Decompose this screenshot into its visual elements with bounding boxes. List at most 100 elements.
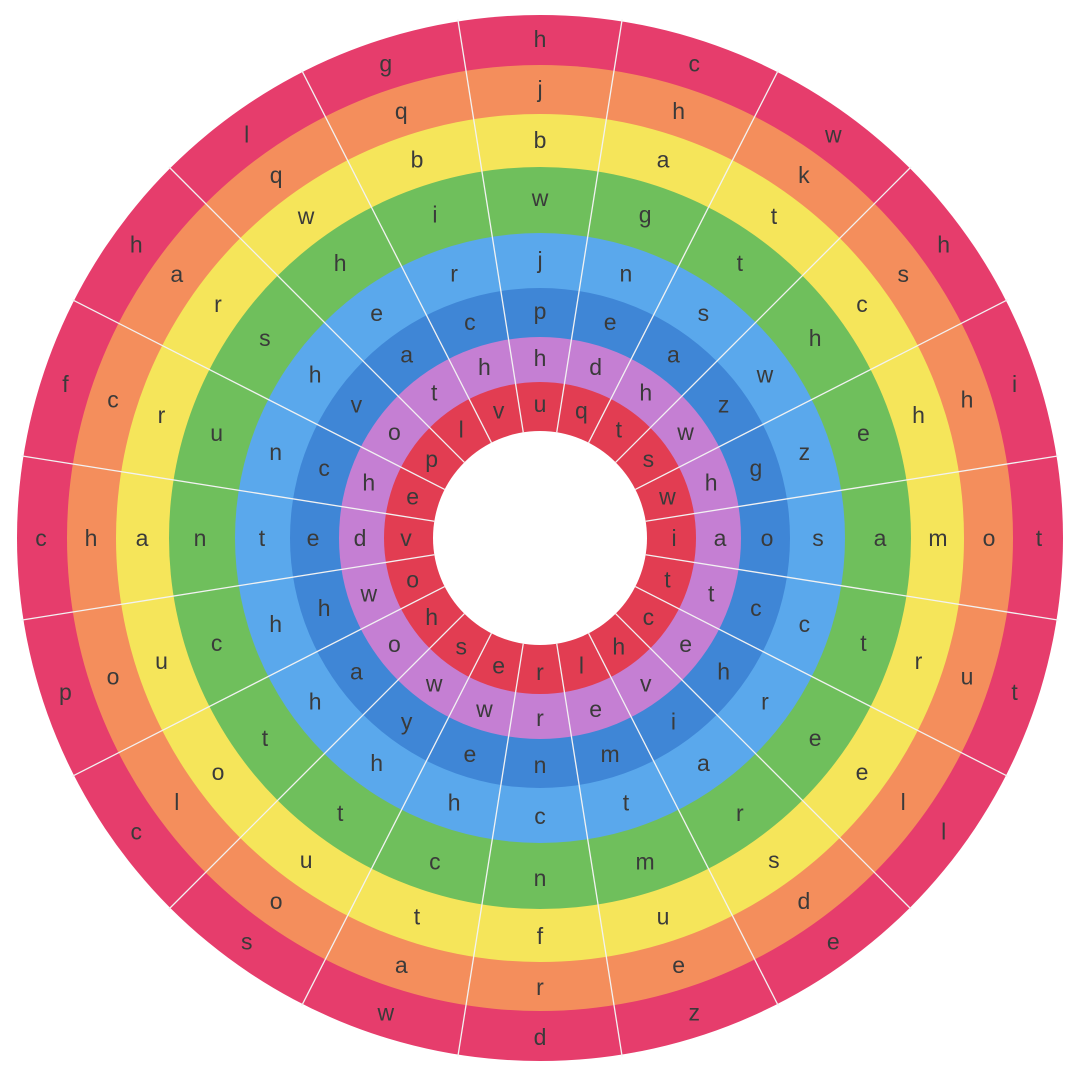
wheel-letter: a [874, 525, 887, 551]
wheel-letter: i [671, 709, 676, 735]
wheel-letter: r [214, 291, 222, 317]
sector-separator [168, 166, 465, 463]
sector-separator [615, 166, 912, 463]
wheel-letter: t [431, 379, 438, 405]
wheel-letter: h [937, 232, 950, 258]
wheel-letter: a [400, 341, 413, 367]
wheel-letter: c [643, 604, 655, 630]
wheel-letter: o [983, 525, 996, 551]
sector-separator [587, 69, 779, 443]
wheel-letter: g [639, 202, 652, 228]
wheel-letter: a [714, 525, 727, 551]
wheel-letter: o [388, 631, 401, 657]
wheel-letter: e [679, 631, 692, 657]
wheel-letter: h [717, 658, 730, 684]
wheel-letter: r [158, 402, 166, 428]
wheel-letter: z [688, 1000, 700, 1026]
wheel-letter: a [350, 658, 363, 684]
wheel-letter: u [210, 420, 223, 446]
wheel-letter: c [534, 803, 546, 829]
wheel-letter: n [620, 261, 633, 287]
wheel-letter: a [667, 341, 680, 367]
sector-separator [645, 455, 1059, 522]
wheel-letter: s [643, 446, 655, 472]
wheel-letter: y [401, 709, 413, 735]
wheel-letter: r [536, 705, 544, 731]
sector-separator [71, 585, 445, 777]
wheel-letter: a [170, 261, 183, 287]
wheel-letter: t [262, 725, 269, 751]
wheel-letter: s [812, 525, 824, 551]
wheel-letter: h [672, 98, 685, 124]
wheel-letter: t [414, 904, 421, 930]
wheel-letter: s [768, 847, 780, 873]
wheel-letter: t [1011, 679, 1018, 705]
wheel-letter: h [639, 379, 652, 405]
wheel-letter: a [657, 147, 670, 173]
wheel-letter: l [244, 121, 249, 147]
wheel-letter: q [395, 98, 408, 124]
sector-separator [635, 585, 1009, 777]
wheel-letter: h [478, 354, 491, 380]
center-hole [433, 431, 647, 645]
wheel-letter: t [708, 581, 715, 607]
wheel-letter: h [370, 750, 383, 776]
wheel-letter: n [194, 525, 207, 551]
sector-separator [71, 299, 445, 491]
wheel-letter: l [901, 789, 906, 815]
wheel-letter: m [601, 741, 620, 767]
wheel-letter: b [534, 127, 547, 153]
wheel-letter: t [623, 789, 630, 815]
wheel-letter: e [492, 652, 505, 678]
sector-separator [457, 643, 524, 1057]
wheel-letter: r [915, 648, 923, 674]
wheel-letter: a [395, 952, 408, 978]
wheel-letter: l [174, 789, 179, 815]
wheel-letter: h [612, 633, 625, 659]
wheel-letter: o [388, 419, 401, 445]
wheel-letter: e [857, 420, 870, 446]
wheel-letter: c [107, 386, 119, 412]
wheel-letter: q [575, 398, 588, 424]
wheel-letter: w [425, 671, 443, 697]
sector-separator [457, 19, 524, 433]
wheel-letter: c [799, 611, 811, 637]
wheel-letter: l [941, 818, 946, 844]
wheel-letter: w [824, 121, 842, 147]
sector-separator [21, 455, 435, 522]
wheel-letter: u [657, 904, 670, 930]
wheel-letter: t [664, 566, 671, 592]
wheel-letter: h [85, 525, 98, 551]
wheel-letter: p [425, 446, 438, 472]
wheel-letter: h [269, 611, 282, 637]
sector-separator [301, 633, 493, 1007]
wheel-letter: n [534, 865, 547, 891]
wheel-letter: e [604, 309, 617, 335]
wheel-letter: e [827, 929, 840, 955]
wheel-letter: h [961, 386, 974, 412]
wheel-letter: l [579, 652, 584, 678]
wheel-letter: w [297, 203, 315, 229]
sector-separator [615, 613, 912, 910]
wheel-letter: d [354, 525, 367, 551]
wheel-letter: i [432, 202, 437, 228]
wheel-letter: g [379, 50, 392, 76]
wheel-letter: t [337, 800, 344, 826]
wheel-letter: t [259, 525, 266, 551]
wheel-letter: r [736, 800, 744, 826]
wheel-letter: h [318, 595, 331, 621]
wheel-letter: t [1036, 525, 1043, 551]
wheel-letter: r [761, 688, 769, 714]
wheel-letter: w [531, 185, 549, 211]
wheel-letter: h [309, 688, 322, 714]
wheel-letter: n [534, 752, 547, 778]
wheel-letter: p [59, 679, 72, 705]
wheel-letter: f [537, 923, 544, 949]
wheel-letter: u [534, 391, 547, 417]
wheel-letter: j [536, 247, 542, 273]
wheel-letter: e [589, 696, 602, 722]
wheel-letter: k [798, 162, 810, 188]
wheel-letter: w [376, 1000, 394, 1026]
wheel-letter: v [400, 525, 412, 551]
